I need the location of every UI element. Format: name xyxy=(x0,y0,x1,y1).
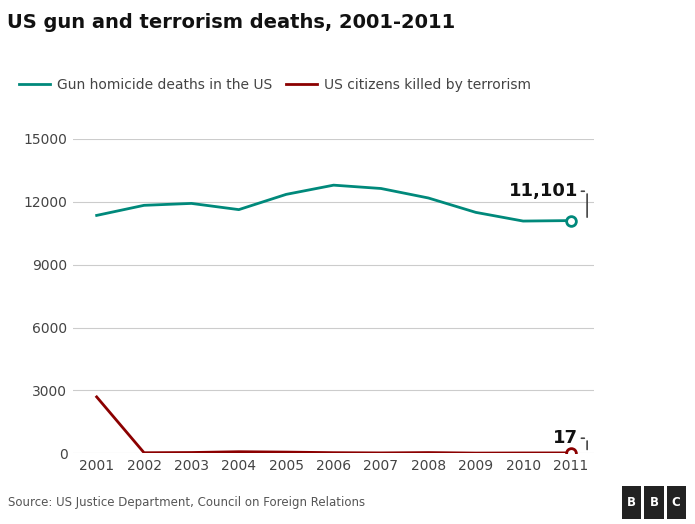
Legend: Gun homicide deaths in the US, US citizens killed by terrorism: Gun homicide deaths in the US, US citize… xyxy=(14,72,536,97)
Text: 11,101: 11,101 xyxy=(509,182,578,200)
Text: C: C xyxy=(672,496,680,509)
Bar xyxy=(644,486,664,519)
Text: 17: 17 xyxy=(553,429,578,447)
Text: B: B xyxy=(650,496,658,509)
Text: US gun and terrorism deaths, 2001-2011: US gun and terrorism deaths, 2001-2011 xyxy=(7,13,455,32)
Text: Source: US Justice Department, Council on Foreign Relations: Source: US Justice Department, Council o… xyxy=(8,496,366,509)
Bar xyxy=(667,486,686,519)
Text: B: B xyxy=(628,496,636,509)
Bar xyxy=(622,486,641,519)
